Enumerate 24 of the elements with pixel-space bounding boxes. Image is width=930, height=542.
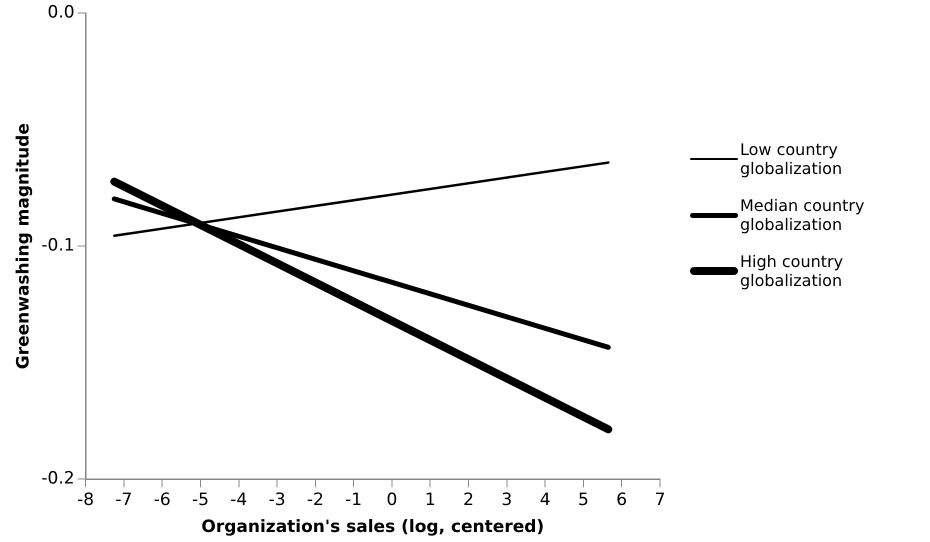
x-tick-label: -3 xyxy=(268,490,286,510)
x-tick-label: 1 xyxy=(424,490,436,510)
x-tick-label: -2 xyxy=(306,490,324,510)
legend-label: High country globalization xyxy=(740,252,844,290)
x-tick-label: 2 xyxy=(463,490,474,510)
x-tick-label: -8 xyxy=(77,490,94,510)
x-tick-label: 0 xyxy=(386,490,398,510)
x-tick-label: 6 xyxy=(616,490,628,510)
legend-label: Low country globalization xyxy=(740,140,844,178)
x-tick-label: 5 xyxy=(578,490,589,510)
x-tick-label: -1 xyxy=(345,490,362,510)
y-tick-label: 0.0 xyxy=(48,2,75,23)
y-tick-label: -0.2 xyxy=(41,468,75,489)
x-tick-label: 7 xyxy=(654,490,666,510)
x-tick-label: -5 xyxy=(192,490,209,510)
x-axis-title: Organization's sales (log, centered) xyxy=(201,517,544,538)
y-axis-title: Greenwashing magnitude xyxy=(14,123,34,370)
x-tick-label: -6 xyxy=(154,490,171,510)
x-tick-label: 3 xyxy=(501,490,512,510)
x-tick-label: -7 xyxy=(115,490,132,510)
x-tick-label: 4 xyxy=(540,490,551,510)
legend-label: Median country globalization xyxy=(740,196,866,234)
y-tick-label: -0.1 xyxy=(41,236,75,256)
x-tick-label: -4 xyxy=(230,490,248,510)
